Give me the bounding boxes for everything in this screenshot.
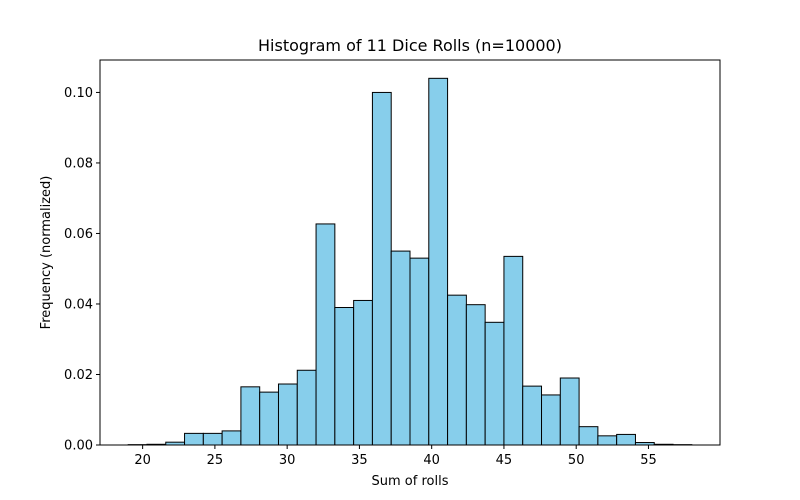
histogram-bar (390, 250, 411, 446)
y-tick-label: 0.06 (64, 227, 93, 242)
histogram-bar (616, 433, 636, 446)
histogram-bar (541, 394, 561, 446)
histogram-bar (559, 377, 580, 446)
x-axis-label: Sum of rolls (372, 474, 449, 489)
histogram-bar (184, 432, 204, 446)
x-tick-label: 25 (207, 453, 224, 468)
plot-area-frame (99, 59, 721, 446)
histogram-bar (315, 223, 336, 446)
chart-title: Histogram of 11 Dice Rolls (n=10000) (258, 36, 562, 55)
histogram-bar (447, 294, 467, 446)
x-tick-label: 45 (496, 453, 513, 468)
histogram-bar (503, 255, 524, 446)
x-axis-ticks: 20 25 30 35 40 45 50 55 (134, 445, 657, 468)
histogram-bar (578, 426, 599, 446)
x-tick-label: 35 (351, 453, 368, 468)
x-tick-label: 30 (279, 453, 296, 468)
y-tick-label: 0.00 (64, 439, 93, 454)
histogram-bar (484, 321, 505, 446)
histogram-bar (296, 369, 317, 446)
histogram-bar (353, 299, 373, 446)
histogram-bar (409, 257, 430, 446)
x-tick-label: 40 (423, 453, 440, 468)
y-tick-label: 0.08 (64, 156, 93, 171)
histogram-bar (240, 386, 261, 446)
y-tick-label: 0.02 (64, 368, 93, 383)
y-axis-ticks: 0.00 0.02 0.04 0.06 0.08 0.10 (64, 86, 100, 454)
histogram-bar (597, 435, 618, 446)
histogram-bar (428, 77, 449, 446)
histogram-bar (465, 304, 486, 446)
histogram-bar (259, 391, 279, 446)
y-tick-label: 0.04 (64, 297, 93, 312)
bars-group (127, 77, 693, 446)
x-tick-label: 55 (640, 453, 657, 468)
histogram-bar (202, 432, 223, 446)
histogram-bar (277, 383, 298, 446)
histogram-bar (522, 385, 543, 446)
y-tick-label: 0.10 (64, 86, 93, 101)
x-tick-label: 50 (568, 453, 585, 468)
histogram-bar (371, 91, 392, 446)
x-tick-label: 20 (134, 453, 151, 468)
histogram-bar (334, 307, 355, 446)
y-axis-label: Frequency (normalized) (39, 176, 54, 330)
histogram-bar (221, 430, 242, 446)
